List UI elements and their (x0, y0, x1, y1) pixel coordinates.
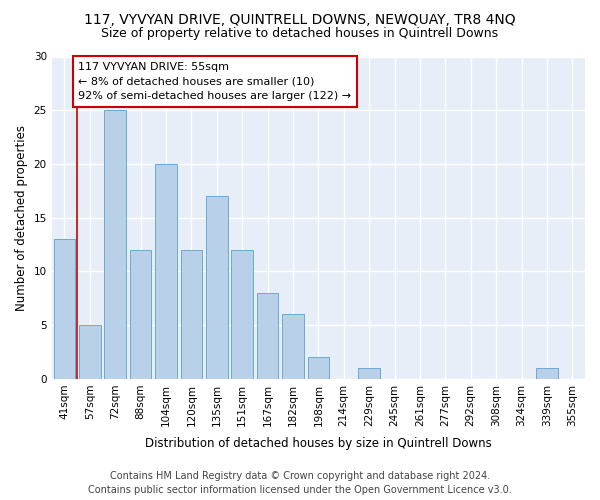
Y-axis label: Number of detached properties: Number of detached properties (15, 124, 28, 310)
Bar (79, 325, 101, 379)
Bar (232, 250, 253, 379)
Bar (155, 164, 177, 379)
Text: 117, VYVYAN DRIVE, QUINTRELL DOWNS, NEWQUAY, TR8 4NQ: 117, VYVYAN DRIVE, QUINTRELL DOWNS, NEWQ… (84, 12, 516, 26)
Bar (130, 250, 151, 379)
Bar (308, 358, 329, 379)
Bar (358, 368, 380, 379)
Text: Contains HM Land Registry data © Crown copyright and database right 2024.
Contai: Contains HM Land Registry data © Crown c… (88, 471, 512, 495)
Bar (206, 196, 227, 379)
Bar (181, 250, 202, 379)
Bar (104, 110, 126, 379)
Bar (536, 368, 557, 379)
Text: Size of property relative to detached houses in Quintrell Downs: Size of property relative to detached ho… (101, 28, 499, 40)
Bar (53, 239, 75, 379)
X-axis label: Distribution of detached houses by size in Quintrell Downs: Distribution of detached houses by size … (145, 437, 492, 450)
Bar (282, 314, 304, 379)
Text: 117 VYVYAN DRIVE: 55sqm
← 8% of detached houses are smaller (10)
92% of semi-det: 117 VYVYAN DRIVE: 55sqm ← 8% of detached… (79, 62, 352, 102)
Bar (257, 293, 278, 379)
